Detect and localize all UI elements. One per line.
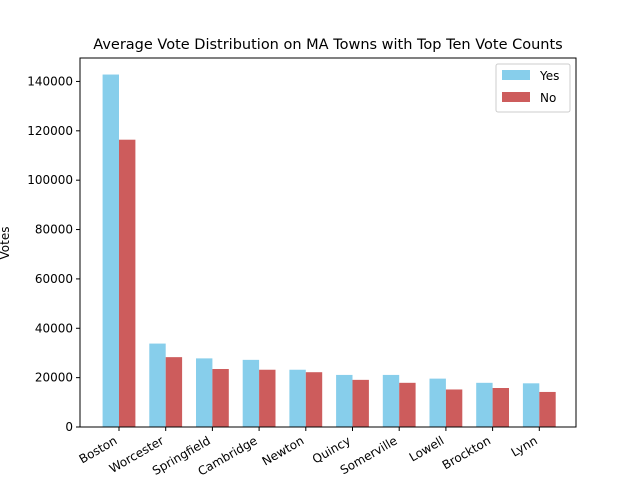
bar-yes-brockton (476, 382, 493, 427)
bar-yes-newton (289, 369, 306, 427)
legend-swatch-yes (502, 70, 530, 80)
bar-yes-boston (102, 74, 119, 428)
bars-group (102, 74, 556, 428)
bar-no-boston (119, 139, 136, 427)
bar-yes-quincy (336, 374, 353, 427)
legend-swatch-no (502, 92, 530, 102)
bar-no-springfield (212, 368, 229, 427)
bar-yes-cambridge (242, 359, 260, 427)
y-tick-label: 0 (65, 420, 73, 434)
bar-no-brockton (492, 388, 509, 427)
x-tick-label: Lynn (509, 433, 540, 459)
x-tick-label: Brockton (440, 433, 493, 472)
bar-yes-lynn (522, 383, 540, 427)
y-tick-label: 140000 (27, 74, 73, 88)
bar-yes-worcester (149, 343, 166, 427)
y-tick-label: 100000 (27, 173, 73, 187)
y-tick-label: 20000 (35, 371, 73, 385)
chart-title: Average Vote Distribution on MA Towns wi… (93, 37, 562, 53)
bar-no-lowell (445, 389, 463, 427)
x-tick-label: Newton (260, 433, 307, 468)
legend-label-yes: Yes (539, 69, 559, 83)
y-tick-label: 120000 (27, 124, 73, 138)
y-axis: 0 20000 40000 60000 80000 100000 120000 140000 (27, 74, 80, 434)
bar-no-quincy (352, 379, 369, 427)
y-axis-label: Votes (0, 227, 12, 260)
plot-frame (79, 57, 577, 428)
bar-no-cambridge (259, 369, 276, 427)
bar-yes-springfield (196, 358, 213, 427)
bar-no-worcester (165, 357, 183, 427)
legend-label-no: No (540, 91, 556, 105)
bar-yes-lowell (429, 378, 446, 427)
bar-no-lynn (539, 391, 556, 427)
bar-no-somerville (399, 382, 416, 427)
y-tick-label: 80000 (35, 223, 73, 237)
legend: Yes No (495, 63, 571, 113)
y-tick-label: 60000 (35, 272, 73, 286)
y-tick-label: 40000 (35, 321, 73, 335)
bar-yes-somerville (382, 374, 400, 427)
bar-no-newton (305, 372, 323, 427)
